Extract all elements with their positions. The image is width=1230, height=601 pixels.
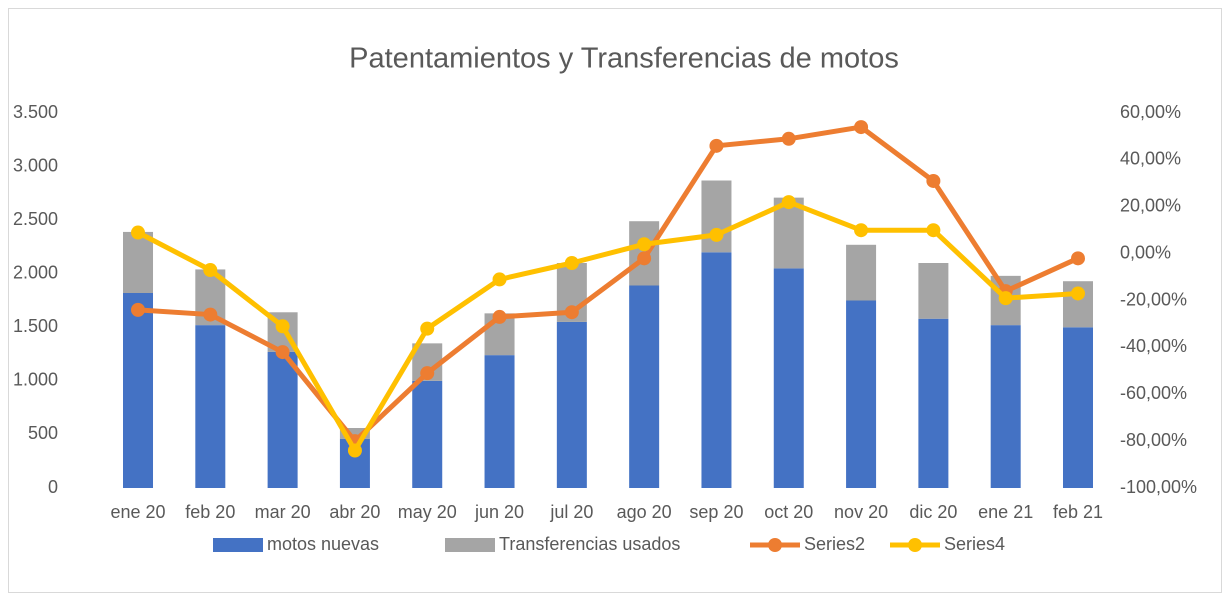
point — [275, 345, 290, 360]
y-tick-label: 3.500 — [13, 102, 58, 122]
legend-label: Series2 — [804, 534, 865, 554]
y-tick-label: 2.000 — [13, 262, 58, 282]
point — [564, 305, 579, 320]
point — [926, 173, 941, 188]
point — [854, 120, 869, 135]
bar — [556, 321, 587, 488]
point — [637, 251, 652, 266]
x-tick-label: jul 20 — [549, 502, 593, 522]
x-tick-label: ene 20 — [110, 502, 165, 522]
point — [1070, 286, 1085, 301]
bar — [339, 428, 370, 439]
bar — [990, 325, 1021, 488]
x-tick-label: ene 21 — [978, 502, 1033, 522]
bar — [846, 300, 877, 488]
point — [709, 227, 724, 242]
y2-tick-label: 20,00% — [1120, 196, 1181, 216]
bar — [484, 355, 515, 488]
point — [926, 223, 941, 238]
point — [854, 223, 869, 238]
legend-label: Series4 — [944, 534, 1005, 554]
bar — [267, 351, 298, 488]
bar — [701, 252, 732, 488]
point — [131, 225, 146, 240]
line — [137, 124, 1080, 444]
point — [420, 321, 435, 336]
bar — [773, 268, 804, 488]
x-tick-label: ago 20 — [617, 502, 672, 522]
chart-title: Patentamientos y Transferencias de motos — [349, 43, 899, 75]
y-tick-label: 3.000 — [13, 155, 58, 175]
bar — [918, 263, 949, 319]
x-tick-label: nov 20 — [834, 502, 888, 522]
y-tick-label: 2.500 — [13, 209, 58, 229]
point — [492, 272, 507, 287]
x-tick-label: may 20 — [398, 502, 457, 522]
point — [275, 319, 290, 334]
point — [709, 138, 724, 153]
line — [136, 199, 1079, 453]
legend-swatch — [445, 538, 495, 552]
point — [998, 291, 1013, 306]
legend-swatch — [213, 538, 263, 552]
y2-tick-label: -80,00% — [1120, 430, 1187, 450]
x-tick-label: feb 20 — [185, 502, 235, 522]
point — [492, 309, 507, 324]
y2-tick-label: 60,00% — [1120, 102, 1181, 122]
x-tick-label: mar 20 — [255, 502, 311, 522]
x-tick-label: dic 20 — [909, 502, 957, 522]
bar — [195, 325, 226, 488]
x-tick-label: abr 20 — [329, 502, 380, 522]
bar — [846, 244, 877, 301]
bar — [1062, 327, 1093, 488]
point — [420, 366, 435, 381]
point — [637, 237, 652, 252]
y-tick-label: 500 — [28, 423, 58, 443]
legend-label: motos nuevas — [267, 534, 379, 554]
point — [1070, 251, 1085, 266]
point — [131, 302, 146, 317]
bar — [629, 285, 660, 488]
x-tick-label: jun 20 — [474, 502, 524, 522]
point — [203, 263, 218, 278]
point — [781, 195, 796, 210]
point — [781, 131, 796, 146]
bar — [412, 380, 443, 488]
y2-tick-label: 40,00% — [1120, 149, 1181, 169]
x-tick-label: feb 21 — [1053, 502, 1103, 522]
point — [564, 256, 579, 270]
y2-tick-label: -40,00% — [1120, 336, 1187, 356]
bar — [123, 293, 154, 488]
bar — [123, 231, 154, 293]
bar — [918, 318, 949, 488]
y-tick-label: 1.500 — [13, 316, 58, 336]
y-tick-label: 0 — [48, 477, 58, 497]
bar — [773, 197, 804, 269]
legend-swatch — [908, 538, 922, 552]
y-tick-label: 1.000 — [13, 370, 58, 390]
y2-tick-label: 0,00% — [1120, 242, 1171, 262]
y2-tick-label: -20,00% — [1120, 289, 1187, 309]
point — [203, 307, 218, 322]
x-tick-label: oct 20 — [764, 502, 813, 522]
legend-label: Transferencias usados — [499, 534, 680, 554]
y2-tick-label: -60,00% — [1120, 383, 1187, 403]
legend-swatch — [768, 538, 782, 552]
y2-tick-label: -100,00% — [1120, 477, 1197, 497]
point — [347, 443, 362, 458]
x-tick-label: sep 20 — [689, 502, 743, 522]
